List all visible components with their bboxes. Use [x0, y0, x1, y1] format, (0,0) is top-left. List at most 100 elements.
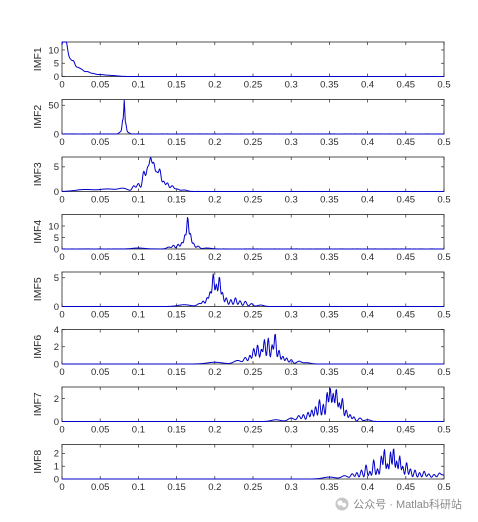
y-axis-label: IMF6	[32, 335, 44, 359]
x-tick-label: 0.3	[285, 137, 298, 148]
x-tick-label: 0.25	[244, 310, 263, 321]
x-tick-label: 0.15	[167, 425, 186, 436]
axes-box	[61, 99, 445, 135]
x-tick-label: 0.15	[167, 137, 186, 148]
x-tick-label: 0.4	[361, 482, 374, 493]
x-tick-label: 0.45	[397, 137, 416, 148]
x-tick-label: 0.35	[320, 425, 339, 436]
x-tick-label: 0.2	[208, 425, 221, 436]
x-tick-label: 0.1	[132, 367, 145, 378]
panel-imf1: 0 0.05 0.1 0.15 0.2 0.25 0.3 0.35 0.4 0.45 0.50510…	[32, 41, 451, 91]
y-tick-label: 0	[54, 129, 59, 140]
y-axis-label: IMF4	[32, 220, 44, 244]
x-tick-label: 0.5	[437, 425, 450, 436]
spectrum-line	[61, 448, 445, 480]
x-tick-label: 0.3	[285, 425, 298, 436]
axes-box	[61, 329, 445, 365]
x-tick-label: 0	[59, 137, 64, 148]
x-tick-label: 0.1	[132, 137, 145, 148]
panel-imf5: 0 0.05 0.1 0.15 0.2 0.25 0.3 0.35 0.4 0.45 0.5 0 5 IM…	[32, 271, 451, 321]
x-tick-label: 0.35	[320, 195, 339, 206]
y-axis-label: IMF2	[32, 105, 44, 129]
y-tick-label: 0	[54, 244, 59, 255]
x-tick-label: 0.45	[397, 425, 416, 436]
spectrum-line	[61, 217, 445, 250]
x-tick-label: 0.1	[132, 252, 145, 263]
x-tick-label: 0.35	[320, 482, 339, 493]
panel-imf2: 0 0.05 0.1 0.15 0.2 0.25 0.3 0.35 0.4 0.45 0.5 0 50 I…	[32, 99, 451, 148]
x-tick-label: 0.05	[91, 80, 110, 91]
x-tick-label: 0.2	[208, 482, 221, 493]
x-tick-label: 0.15	[167, 252, 186, 263]
x-tick-label: 0.4	[361, 195, 374, 206]
y-tick-label: 10	[48, 45, 59, 56]
x-tick-label: 0.25	[244, 252, 263, 263]
y-tick-label: 50	[48, 101, 59, 112]
x-tick-label: 0.45	[397, 310, 416, 321]
x-tick-label: 0.05	[91, 367, 110, 378]
axes-box	[61, 271, 445, 307]
x-tick-label: 0.45	[397, 80, 416, 91]
x-tick-label: 0.5	[437, 252, 450, 263]
y-tick-label: 1	[54, 462, 59, 473]
x-tick-label: 0.05	[91, 137, 110, 148]
x-tick-label: 0.3	[285, 195, 298, 206]
x-tick-label: 0.5	[437, 482, 450, 493]
x-tick-label: 0.1	[132, 425, 145, 436]
axes-box	[61, 214, 445, 250]
x-tick-label: 0.25	[244, 137, 263, 148]
y-tick-label: 0	[54, 72, 59, 83]
x-tick-label: 0.35	[320, 80, 339, 91]
y-tick-label: 5	[54, 162, 59, 173]
x-tick-label: 0.15	[167, 80, 186, 91]
x-tick-label: 0.35	[320, 137, 339, 148]
x-tick-label: 0	[59, 80, 64, 91]
axes-box	[61, 41, 445, 77]
x-tick-label: 0.5	[437, 367, 450, 378]
y-axis-label: IMF8	[32, 450, 44, 474]
x-tick-label: 0.4	[361, 252, 374, 263]
spectrum-line	[61, 333, 445, 365]
x-tick-label: 0.15	[167, 195, 186, 206]
x-tick-label: 0.1	[132, 482, 145, 493]
x-tick-label: 0.1	[132, 80, 145, 91]
x-tick-label: 0.35	[320, 252, 339, 263]
spectrum-line	[61, 157, 445, 192]
x-tick-label: 0	[59, 252, 64, 263]
x-tick-label: 0.5	[437, 310, 450, 321]
y-axis-label: IMF7	[32, 392, 44, 416]
x-tick-label: 0.15	[167, 310, 186, 321]
x-tick-label: 0.4	[361, 367, 374, 378]
x-tick-label: 0.2	[208, 310, 221, 321]
x-tick-label: 0.3	[285, 367, 298, 378]
x-tick-label: 0.05	[91, 482, 110, 493]
x-tick-label: 0.25	[244, 482, 263, 493]
x-tick-label: 0.15	[167, 482, 186, 493]
spectrum-line	[61, 387, 444, 422]
x-tick-label: 0.3	[285, 482, 298, 493]
x-tick-label: 0	[59, 482, 64, 493]
axes-box	[61, 386, 445, 422]
x-tick-label: 0.25	[244, 80, 263, 91]
wechat-logo-icon	[335, 497, 349, 511]
y-axis-label: IMF1	[32, 47, 44, 71]
y-tick-label: 2	[54, 394, 59, 405]
y-tick-label: 10	[48, 221, 59, 232]
x-tick-label: 0.05	[91, 425, 110, 436]
x-tick-label: 0.05	[91, 310, 110, 321]
x-tick-label: 0.25	[244, 367, 263, 378]
x-tick-label: 0.45	[397, 195, 416, 206]
x-tick-label: 0.2	[208, 367, 221, 378]
x-tick-label: 0.5	[437, 137, 450, 148]
x-tick-label: 0.2	[208, 252, 221, 263]
x-tick-label: 0.1	[132, 195, 145, 206]
x-tick-label: 0.25	[244, 195, 263, 206]
x-tick-label: 0.5	[437, 195, 450, 206]
x-tick-label: 0.4	[361, 137, 374, 148]
y-tick-label: 5	[54, 273, 59, 284]
watermark-text: 公众号 · Matlab科研站	[353, 499, 462, 511]
y-tick-label: 0	[54, 187, 59, 198]
y-tick-label: 0	[54, 417, 59, 428]
y-tick-label: 0	[54, 359, 59, 370]
